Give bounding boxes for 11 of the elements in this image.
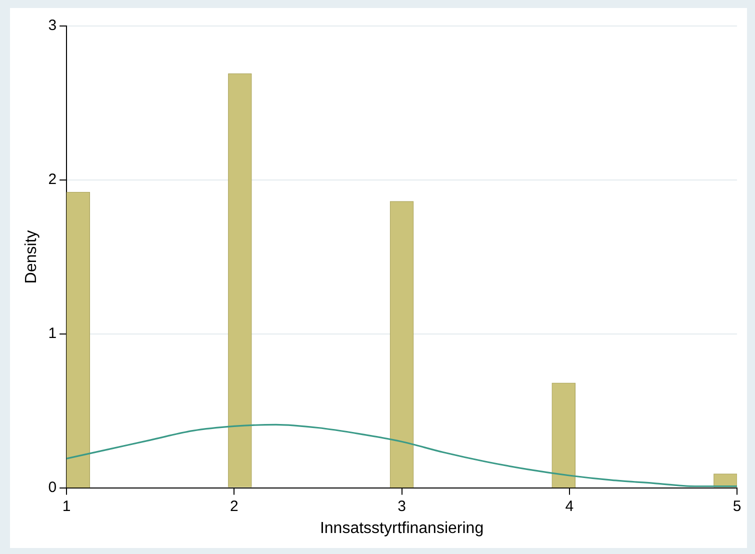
y-tick-label: 2: [48, 171, 57, 188]
x-tick-label: 2: [230, 498, 238, 515]
x-tick-label: 5: [732, 498, 742, 515]
x-tick-label: 4: [565, 498, 574, 515]
x-tick-label: 1: [62, 498, 71, 515]
y-axis-title: Density: [23, 230, 40, 284]
y-tick-label: 0: [48, 478, 57, 496]
y-tick-label: 3: [48, 17, 57, 34]
y-tick-label: 1: [48, 325, 57, 342]
x-tick-label: 3: [398, 498, 406, 515]
x-axis-title: Innsatsstyrtfinansiering: [320, 520, 484, 537]
